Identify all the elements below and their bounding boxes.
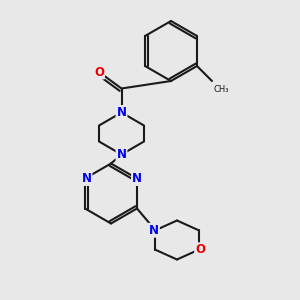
Text: N: N	[149, 224, 159, 237]
Text: N: N	[82, 172, 92, 185]
Text: O: O	[94, 65, 104, 79]
Text: N: N	[116, 148, 127, 161]
Text: N: N	[116, 106, 127, 119]
Text: N: N	[132, 172, 142, 185]
Text: O: O	[195, 243, 205, 256]
Text: CH₃: CH₃	[214, 85, 229, 94]
